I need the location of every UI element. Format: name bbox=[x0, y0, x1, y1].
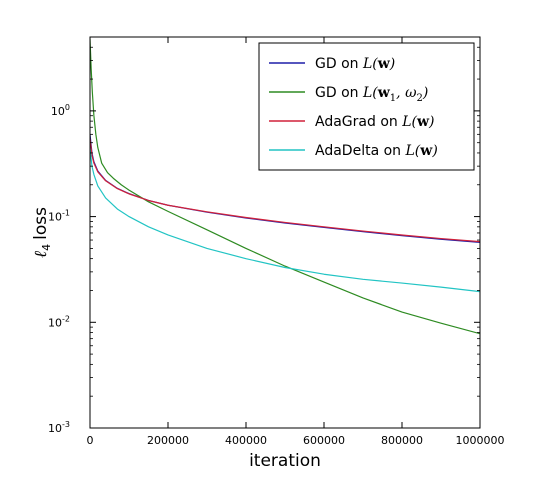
legend-label-4: AdaDelta on L(w) bbox=[315, 143, 438, 159]
series-line-3 bbox=[90, 138, 480, 243]
y-axis-ticks: 10-3 10-2 10-1 100 bbox=[48, 36, 480, 435]
x-axis-ticks: 0 200000 400000 600000 800000 1000000 bbox=[87, 37, 505, 447]
legend-label-1: GD on L(w) bbox=[315, 56, 395, 72]
legend-label-3: AdaGrad on L(w) bbox=[315, 114, 435, 130]
y-axis-label-subscript: 4 bbox=[40, 244, 53, 251]
y-tick-label: 100 bbox=[51, 103, 70, 118]
x-tick-label: 0 bbox=[87, 434, 94, 447]
series-line-2 bbox=[90, 38, 480, 335]
legend: GD on L(w) GD on L(w1, ω2) AdaGrad on L(w)… bbox=[258, 42, 475, 171]
series-line-4 bbox=[90, 147, 480, 293]
y-tick-label: 10-2 bbox=[48, 314, 70, 329]
x-tick-label: 600000 bbox=[303, 434, 345, 447]
y-axis-label-symbol: ℓ bbox=[31, 251, 51, 258]
x-tick-label: 1000000 bbox=[456, 434, 505, 447]
x-tick-label: 800000 bbox=[381, 434, 423, 447]
legend-box bbox=[258, 42, 475, 171]
series-layer bbox=[90, 38, 480, 335]
y-tick-label: 10-1 bbox=[48, 209, 70, 224]
x-tick-label: 400000 bbox=[225, 434, 267, 447]
y-axis-label-word: loss bbox=[31, 207, 51, 240]
y-axis-label: ℓ4 loss bbox=[31, 207, 53, 258]
legend-label-2: GD on L(w1, ω2) bbox=[315, 85, 428, 104]
y-tick-label: 10-3 bbox=[48, 420, 70, 435]
x-axis-label: iteration bbox=[249, 451, 321, 471]
x-tick-label: 200000 bbox=[147, 434, 189, 447]
plot-frame bbox=[89, 36, 481, 429]
